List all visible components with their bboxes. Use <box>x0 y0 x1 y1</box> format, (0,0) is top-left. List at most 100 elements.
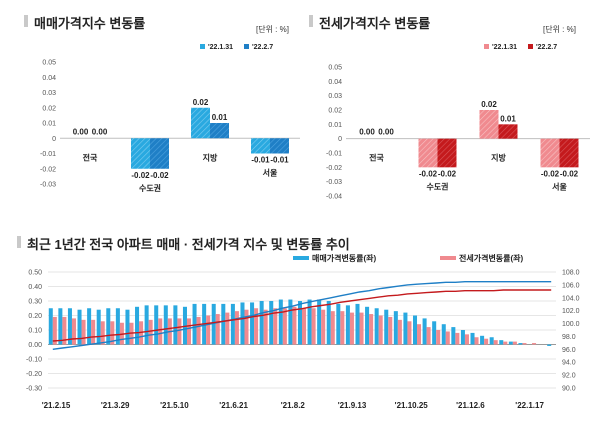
chart3-bar <box>480 335 485 345</box>
chart3-bar <box>292 306 297 345</box>
chart3-bar <box>422 318 427 345</box>
chart3-bar <box>62 316 67 345</box>
chart3-x-tick: '21.8.2 <box>281 401 306 410</box>
chart2-category-label: 서울 <box>552 181 567 191</box>
chart3-bar <box>489 337 494 345</box>
chart3-bar <box>436 330 441 345</box>
chart3-right-tick: 104.0 <box>562 295 580 302</box>
chart3-bar <box>110 321 115 345</box>
chart3-right-tick: 92.0 <box>562 373 576 380</box>
chart1-data-label: 0.00 <box>92 127 108 136</box>
chart3-bar <box>148 319 153 345</box>
chart2-y-tick: -0.03 <box>326 179 342 186</box>
chart3-left-tick: -0.10 <box>26 357 42 364</box>
chart1-data-label: 0.00 <box>73 127 89 136</box>
chart3-bar <box>106 308 111 345</box>
chart3-bar <box>384 309 389 345</box>
chart3-bar <box>186 318 192 345</box>
chart3-bar <box>250 302 255 345</box>
chart3-line <box>52 281 552 350</box>
chart1-category-label: 전국 <box>83 152 98 162</box>
chart3-bar <box>484 338 489 345</box>
chart3-bar <box>273 308 278 345</box>
chart3-bar <box>307 299 312 345</box>
chart2-data-label: 0.01 <box>500 114 516 123</box>
chart2-bar <box>540 138 560 168</box>
chart3-bar <box>173 305 178 345</box>
chart3-bar <box>445 331 450 345</box>
chart2-data-label: -0.02 <box>560 169 579 178</box>
chart3-bar <box>417 324 422 345</box>
chart3-bar <box>378 315 383 345</box>
chart2-y-tick: 0.01 <box>328 122 342 129</box>
chart1-title: 매매가격지수 변동률 <box>23 13 145 32</box>
chart3-bar <box>393 311 398 345</box>
chart3-bar <box>125 309 130 345</box>
chart3-bar <box>115 308 120 345</box>
chart1-data-label: -0.02 <box>131 171 150 180</box>
chart3-left-tick: 0.50 <box>28 270 42 277</box>
chart3-legend-swatch <box>440 256 456 260</box>
chart3-bar <box>158 318 163 345</box>
chart3-bar <box>302 308 307 345</box>
chart3-bar <box>77 309 82 345</box>
chart3-bar <box>144 305 149 345</box>
chart3-bar <box>263 309 268 345</box>
chart3-bar <box>81 319 86 345</box>
chart2-data-label: 0.02 <box>481 100 497 109</box>
chart3-bar <box>154 305 159 345</box>
chart3-bar <box>230 303 235 345</box>
chart2-data-label: 0.00 <box>378 128 394 137</box>
chart3-x-tick: '21.6.21 <box>219 401 248 410</box>
chart3-x-tick: '21.2.15 <box>42 401 71 410</box>
chart3-bar <box>234 311 239 345</box>
chart3-bar <box>532 343 537 345</box>
chart2-y-tick: -0.01 <box>326 151 342 158</box>
chart3-bar <box>522 343 527 345</box>
chart2-bar <box>418 138 438 168</box>
chart3-left-tick: -0.30 <box>26 386 42 393</box>
chart3-bar <box>359 312 364 345</box>
chart3-x-tick: '21.9.13 <box>338 401 367 410</box>
chart3-bar <box>211 303 216 345</box>
chart3-bar <box>135 306 140 345</box>
chart2-data-label: -0.02 <box>541 169 560 178</box>
chart3-bar <box>221 303 226 345</box>
chart3-bar <box>499 340 504 345</box>
chart2-category-label: 수도권 <box>426 181 448 191</box>
chart3-bar <box>388 316 393 345</box>
chart3-bar <box>493 340 498 345</box>
chart2-data-label: -0.02 <box>419 169 438 178</box>
chart3-left-tick: -0.20 <box>26 371 42 378</box>
chart3-bar <box>244 309 249 345</box>
chart3-x-tick: '22.1.17 <box>515 401 544 410</box>
chart3-bar <box>336 303 341 345</box>
chart2-y-tick: 0.03 <box>328 93 342 100</box>
chart3-bar <box>196 316 201 345</box>
chart3-bar <box>369 314 374 345</box>
chart3-bar <box>441 324 446 345</box>
chart1-y-tick: -0.02 <box>40 166 56 173</box>
chart2-bar <box>559 138 579 168</box>
chart3-bar <box>278 299 283 345</box>
chart2-data-label: -0.02 <box>438 169 457 178</box>
chart3-bar <box>282 308 287 345</box>
chart3-bar <box>512 341 517 345</box>
chart3-bar <box>67 308 72 345</box>
chart3-bar <box>460 330 465 345</box>
chart3-bar <box>464 334 469 345</box>
chart3-bar <box>177 318 182 345</box>
chart1-category-label: 지방 <box>203 152 218 162</box>
chart3-bar <box>182 306 187 345</box>
chart1-data-label: 0.01 <box>212 113 228 122</box>
chart3-left-tick: 0.30 <box>28 299 42 306</box>
chart3-bar <box>71 318 76 345</box>
chart3-bar <box>297 301 302 345</box>
chart3-bar <box>326 301 331 345</box>
chart3-right-tick: 98.0 <box>562 334 576 341</box>
chart2-y-tick: 0.02 <box>328 108 342 115</box>
chart3-bar <box>321 309 326 345</box>
chart2-category-label: 지방 <box>491 153 506 163</box>
chart1-legend-label: '22.1.31 <box>208 44 233 51</box>
chart3-x-tick: '21.12.6 <box>456 401 485 410</box>
